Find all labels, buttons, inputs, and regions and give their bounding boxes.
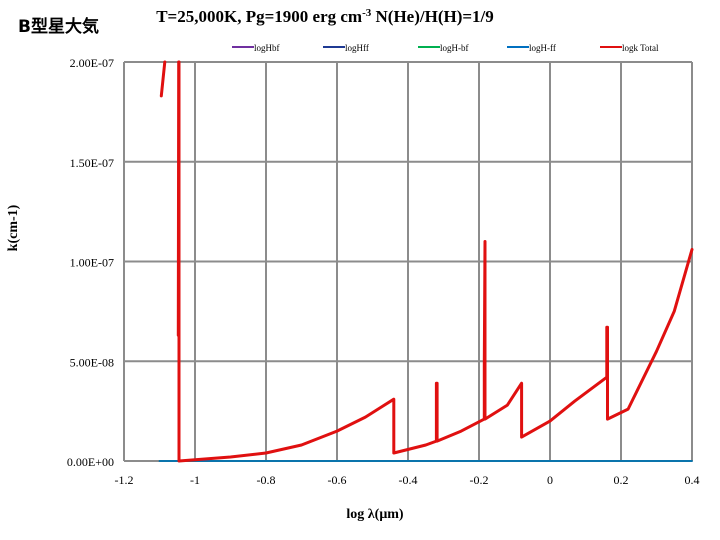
chart-title-sup: -3: [362, 7, 372, 19]
axes: -1.2 -1 -0.8 -0.6 -0.4 -0.2 0 0.2 0.4 0.00E+00 5.0…: [67, 56, 700, 487]
corner-label: B型星大気: [18, 16, 99, 37]
x-tick-label: -1.2: [115, 473, 134, 487]
y-tick-label: 2.00E-07: [70, 56, 114, 70]
y-tick-label: 5.00E-08: [70, 355, 114, 369]
x-tick-label: -1: [190, 473, 200, 487]
chart-title: T=25,000K, Pg=1900 erg cm-3 N(He)/H(H)=1…: [156, 7, 494, 26]
grid: [123, 61, 693, 462]
y-tick-label: 1.50E-07: [70, 156, 114, 170]
chart-title-rest: N(He)/H(H)=1/9: [371, 7, 494, 26]
y-tick-label: 1.00E-07: [70, 256, 114, 270]
y-tick-label: 0.00E+00: [67, 455, 114, 469]
x-tick-label: -0.2: [470, 473, 489, 487]
x-tick-label: -0.6: [328, 473, 347, 487]
series-layer: [158, 60, 694, 463]
legend-label: logHff: [345, 43, 369, 53]
legend-label: logHbf: [254, 43, 280, 53]
legend-label: logk Total: [622, 43, 659, 53]
chart-title-main: T=25,000K, Pg=1900 erg cm: [156, 7, 362, 26]
y-axis-label: k(cm-1): [6, 204, 21, 251]
series-line: [159, 60, 167, 98]
legend-label: logH-ff: [529, 43, 556, 53]
x-tick-label: -0.4: [399, 473, 418, 487]
series-logk-total: [159, 60, 694, 463]
x-axis-label: log λ(μm): [346, 507, 404, 522]
legend: logHbf logHff logH-bf logH-ff logk Total: [232, 43, 659, 53]
x-tick-label: 0: [547, 473, 553, 487]
legend-label: logH-bf: [440, 43, 469, 53]
x-tick-label: 0.2: [614, 473, 629, 487]
x-tick-label: -0.8: [257, 473, 276, 487]
series-line: [177, 60, 694, 463]
x-tick-label: 0.4: [685, 473, 700, 487]
